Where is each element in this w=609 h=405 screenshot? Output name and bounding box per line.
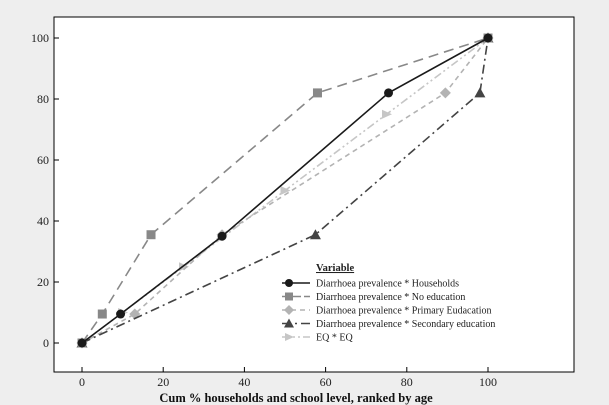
plot-area [53, 16, 575, 373]
legend-item: EQ * EQ [282, 333, 353, 344]
series-1 [77, 33, 493, 348]
data-point [77, 338, 87, 348]
legend-marker [285, 279, 293, 287]
series-line [81, 37, 489, 344]
legend-title: Variable [316, 263, 354, 274]
x-tick-label: 100 [479, 375, 497, 389]
y-tick-label: 60 [37, 153, 49, 167]
data-point [97, 309, 107, 319]
legend-item: Diarrhoea prevalence * Households [282, 279, 459, 290]
legend-label: EQ * EQ [316, 333, 353, 344]
x-tick-label: 20 [157, 375, 169, 389]
legend-label: Diarrhoea prevalence * Primary Eudacatio… [316, 306, 491, 317]
y-tick-label: 100 [31, 31, 49, 45]
x-tick-label: 80 [401, 375, 413, 389]
data-point [179, 262, 189, 272]
legend-marker [284, 318, 294, 328]
x-tick-label: 60 [320, 375, 332, 389]
x-axis-title: Cum % households and school level, ranke… [159, 391, 433, 405]
legend-item: Diarrhoea prevalence * Primary Eudacatio… [282, 305, 491, 317]
data-point [116, 309, 126, 319]
legend-label: Diarrhoea prevalence * Secondary educati… [316, 319, 495, 330]
legend-marker [285, 292, 293, 301]
legend-item: Diarrhoea prevalence * Secondary educati… [282, 318, 495, 330]
data-point [146, 230, 156, 240]
series-line [81, 37, 489, 344]
y-tick-label: 20 [37, 275, 49, 289]
legend: Variable Diarrhoea prevalence * Househol… [282, 263, 495, 344]
legend-marker [285, 333, 294, 341]
data-point [312, 88, 322, 98]
data-point [280, 186, 291, 195]
x-tick-label: 40 [238, 375, 250, 389]
legend-marker [284, 305, 294, 315]
legend-label: Diarrhoea prevalence * Households [316, 279, 459, 290]
legend-label: Diarrhoea prevalence * No education [316, 292, 465, 303]
data-point [382, 109, 392, 119]
data-point [439, 87, 451, 99]
y-tick-label: 80 [37, 92, 49, 106]
legend-item: Diarrhoea prevalence * No education [282, 292, 465, 303]
data-point [384, 88, 394, 98]
data-point [474, 87, 486, 98]
x-axis: 0 20 40 60 80 100 [79, 367, 497, 389]
x-tick-label: 0 [79, 375, 85, 389]
y-tick-label: 40 [37, 214, 49, 228]
series-layer [76, 32, 494, 349]
y-axis: 0 20 40 60 80 100 [31, 31, 59, 350]
data-point [483, 33, 493, 43]
y-tick-label: 0 [43, 336, 49, 350]
data-point [309, 229, 321, 240]
data-point [217, 231, 227, 241]
